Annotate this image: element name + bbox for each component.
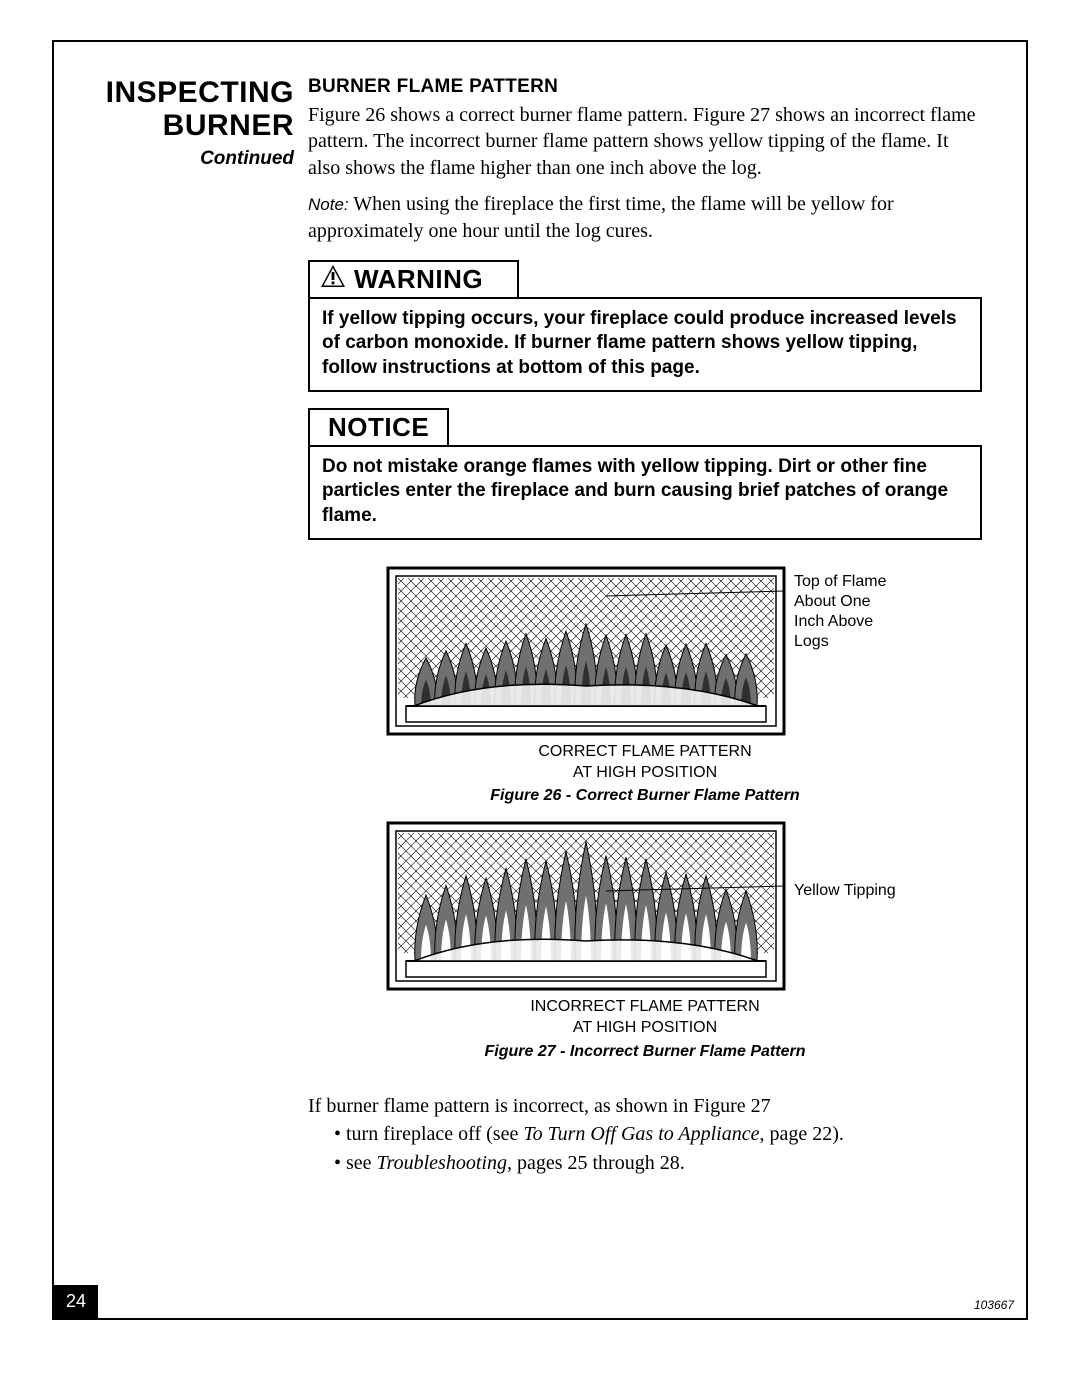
- note-paragraph: Note: When using the fireplace the first…: [308, 191, 982, 244]
- figure-26-caption: Figure 26 - Correct Burner Flame Pattern: [308, 787, 982, 805]
- follow-lead: If burner flame pattern is incorrect, as…: [308, 1093, 982, 1120]
- title-line-2: BURNER: [163, 109, 294, 142]
- warning-icon: [320, 264, 346, 295]
- bullet-2-ital: Troubleshooting: [377, 1152, 507, 1174]
- bullet-1: • turn fireplace off (see To Turn Off Ga…: [334, 1120, 982, 1149]
- note-body: When using the fireplace the first time,…: [308, 193, 894, 241]
- warning-callout: WARNING If yellow tipping occurs, your f…: [308, 260, 982, 392]
- subsection-heading: BURNER FLAME PATTERN: [308, 76, 982, 98]
- bullet-2-pre: • see: [334, 1152, 377, 1174]
- bullet-2: • see Troubleshooting, pages 25 through …: [334, 1149, 982, 1178]
- figure-27-side-label: Yellow Tipping: [786, 821, 904, 901]
- right-column: BURNER FLAME PATTERN Figure 26 shows a c…: [308, 76, 982, 1298]
- figure-27-wrap: Yellow Tipping INCORRECT FLAME PATTERN A…: [308, 821, 982, 1061]
- content-frame: INSPECTING BURNER Continued BURNER FLAME…: [52, 40, 1028, 1320]
- figure-26-sub-line2: AT HIGH POSITION: [573, 764, 717, 781]
- bullet-2-post: , pages 25 through 28.: [507, 1152, 685, 1174]
- intro-paragraph: Figure 26 shows a correct burner flame p…: [308, 102, 982, 181]
- notice-title: NOTICE: [328, 412, 429, 443]
- bullet-1-post: , page 22).: [759, 1123, 843, 1145]
- warning-body: If yellow tipping occurs, your fireplace…: [308, 297, 982, 392]
- notice-callout: NOTICE Do not mistake orange flames with…: [308, 408, 982, 540]
- figure-26-svg: [386, 566, 786, 736]
- notice-body: Do not mistake orange flames with yellow…: [308, 445, 982, 540]
- page: INSPECTING BURNER Continued BURNER FLAME…: [0, 0, 1080, 1397]
- warning-header: WARNING: [308, 260, 519, 297]
- figure-27-caption: Figure 27 - Incorrect Burner Flame Patte…: [308, 1043, 982, 1061]
- continued-label: Continued: [98, 148, 294, 170]
- figure-26-sub: CORRECT FLAME PATTERN AT HIGH POSITION: [308, 742, 982, 784]
- warning-title: WARNING: [354, 264, 483, 295]
- figure-27-sub-line2: AT HIGH POSITION: [573, 1019, 717, 1036]
- doc-id: 103667: [974, 1298, 1014, 1312]
- section-title: INSPECTING BURNER: [98, 76, 294, 142]
- figure-27-row: Yellow Tipping: [308, 821, 982, 991]
- figure-27-sub-line1: INCORRECT FLAME PATTERN: [530, 998, 759, 1015]
- figure-26-side-label: Top of Flame About One Inch Above Logs: [786, 566, 904, 652]
- figure-26-wrap: Top of Flame About One Inch Above Logs C…: [308, 566, 982, 806]
- notice-header: NOTICE: [308, 408, 449, 445]
- note-label: Note:: [308, 195, 349, 214]
- follow-bullets: • turn fireplace off (see To Turn Off Ga…: [334, 1120, 982, 1178]
- figure-27-svg: [386, 821, 786, 991]
- page-number: 24: [54, 1285, 98, 1318]
- bullet-1-ital: To Turn Off Gas to Appliance: [523, 1123, 759, 1145]
- figure-gap: [308, 805, 982, 817]
- figure-26-row: Top of Flame About One Inch Above Logs: [308, 566, 982, 736]
- figure-26-sub-line1: CORRECT FLAME PATTERN: [538, 743, 751, 760]
- left-column: INSPECTING BURNER Continued: [98, 76, 308, 1298]
- bullet-1-pre: • turn fireplace off (see: [334, 1123, 523, 1145]
- title-line-1: INSPECTING: [106, 76, 294, 109]
- figure-27-sub: INCORRECT FLAME PATTERN AT HIGH POSITION: [308, 997, 982, 1039]
